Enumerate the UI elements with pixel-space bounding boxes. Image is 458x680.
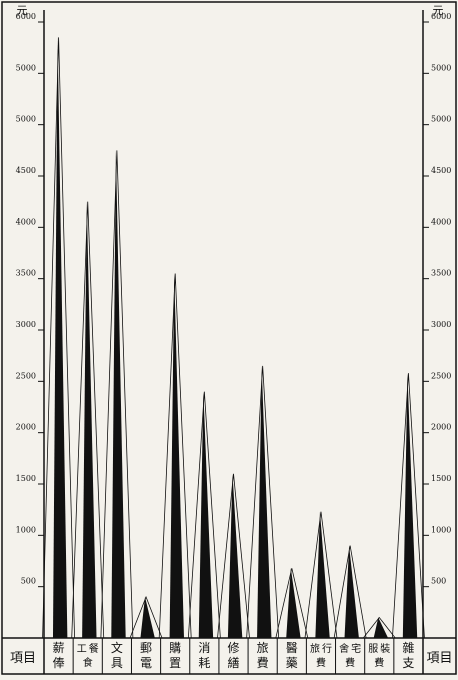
- y-tick-label-right: 3500: [431, 269, 451, 278]
- x-tick-label: 郵: [140, 641, 152, 655]
- x-tick-label: 耗: [198, 656, 210, 670]
- x-tick-label: 費: [345, 656, 355, 669]
- x-tick-label: 俸: [53, 656, 65, 670]
- x-tick-label: 宅: [351, 642, 361, 655]
- bar: [140, 596, 155, 638]
- y-tick-label-right: 500: [431, 577, 446, 586]
- bar: [286, 568, 301, 638]
- bar: [344, 545, 359, 638]
- x-tick-label: 置: [169, 656, 181, 670]
- y-tick-label-left: 2000: [16, 423, 36, 432]
- bar: [257, 365, 272, 638]
- x-tick-label: 舍: [339, 642, 349, 655]
- y-tick-label-left: 4500: [16, 166, 36, 175]
- x-tick-label: 餐: [89, 642, 99, 655]
- x-tick-label: 旅: [257, 641, 269, 655]
- x-tick-label: 食: [83, 656, 93, 669]
- y-tick-label-right: 2500: [431, 371, 451, 380]
- x-tick-label: 消: [198, 641, 210, 655]
- y-tick-label-left: 4000: [16, 217, 36, 226]
- x-tick-label: 購: [169, 641, 181, 655]
- x-tick-label: 薪: [53, 641, 65, 655]
- bar: [169, 273, 184, 638]
- y-tick-label-left: 3500: [16, 269, 36, 278]
- y-tick-label-right: 5000: [431, 115, 451, 124]
- y-tick-label-left: 500: [21, 577, 36, 586]
- y-tick-label-left: 1000: [16, 525, 36, 534]
- bar: [82, 201, 97, 638]
- x-tick-label: 服: [368, 643, 378, 655]
- y-tick-label-left: 2500: [16, 371, 36, 380]
- x-tick-label: 費: [374, 656, 384, 669]
- x-tick-label: 醫: [286, 641, 298, 655]
- y-tick-label-right: 2000: [431, 423, 451, 432]
- x-tick-label: 具: [111, 656, 123, 670]
- bar: [198, 391, 214, 638]
- bar: [315, 511, 330, 638]
- x-tick-label: 文: [111, 640, 123, 655]
- bar: [373, 617, 389, 638]
- bar: [111, 150, 126, 639]
- y-unit-label-right: 元: [433, 4, 444, 17]
- x-tick-label: 費: [316, 656, 326, 669]
- x-tick-label: 藥: [286, 656, 298, 670]
- y-tick-label-left: 3000: [16, 320, 36, 329]
- x-tick-label: 行: [322, 642, 332, 655]
- y-tick-label-right: 1000: [431, 525, 451, 534]
- y-tick-label-left: 5000: [16, 115, 36, 124]
- x-tick-label: 裝: [380, 642, 390, 655]
- x-tick-label: 工: [77, 644, 87, 655]
- y-tick-label-right: 6000: [431, 12, 451, 21]
- bar: [402, 373, 418, 638]
- y-tick-label-right: 1500: [431, 474, 451, 483]
- x-axis-title-left: 項目: [10, 651, 36, 666]
- x-tick-label: 修: [227, 640, 239, 655]
- bar: [52, 37, 68, 638]
- bar: [227, 473, 243, 638]
- x-tick-label: 繕: [227, 655, 239, 670]
- y-tick-label-left: 6000: [16, 12, 36, 21]
- y-tick-label-left: 1500: [16, 474, 36, 483]
- x-tick-label: 雜: [402, 640, 414, 655]
- y-unit-label-left: 元: [17, 4, 28, 17]
- y-tick-label-left: 5000: [16, 63, 36, 72]
- x-axis-title-right: 項目: [426, 651, 452, 666]
- x-tick-label: 旅: [310, 642, 320, 655]
- y-tick-label-right: 5000: [431, 63, 451, 72]
- y-tick-label-right: 3000: [431, 320, 451, 329]
- y-tick-label-right: 4000: [431, 217, 451, 226]
- x-tick-label: 支: [402, 656, 414, 670]
- x-tick-label: 費: [257, 655, 269, 670]
- x-tick-label: 電: [140, 656, 152, 670]
- y-tick-label-right: 4500: [431, 166, 451, 175]
